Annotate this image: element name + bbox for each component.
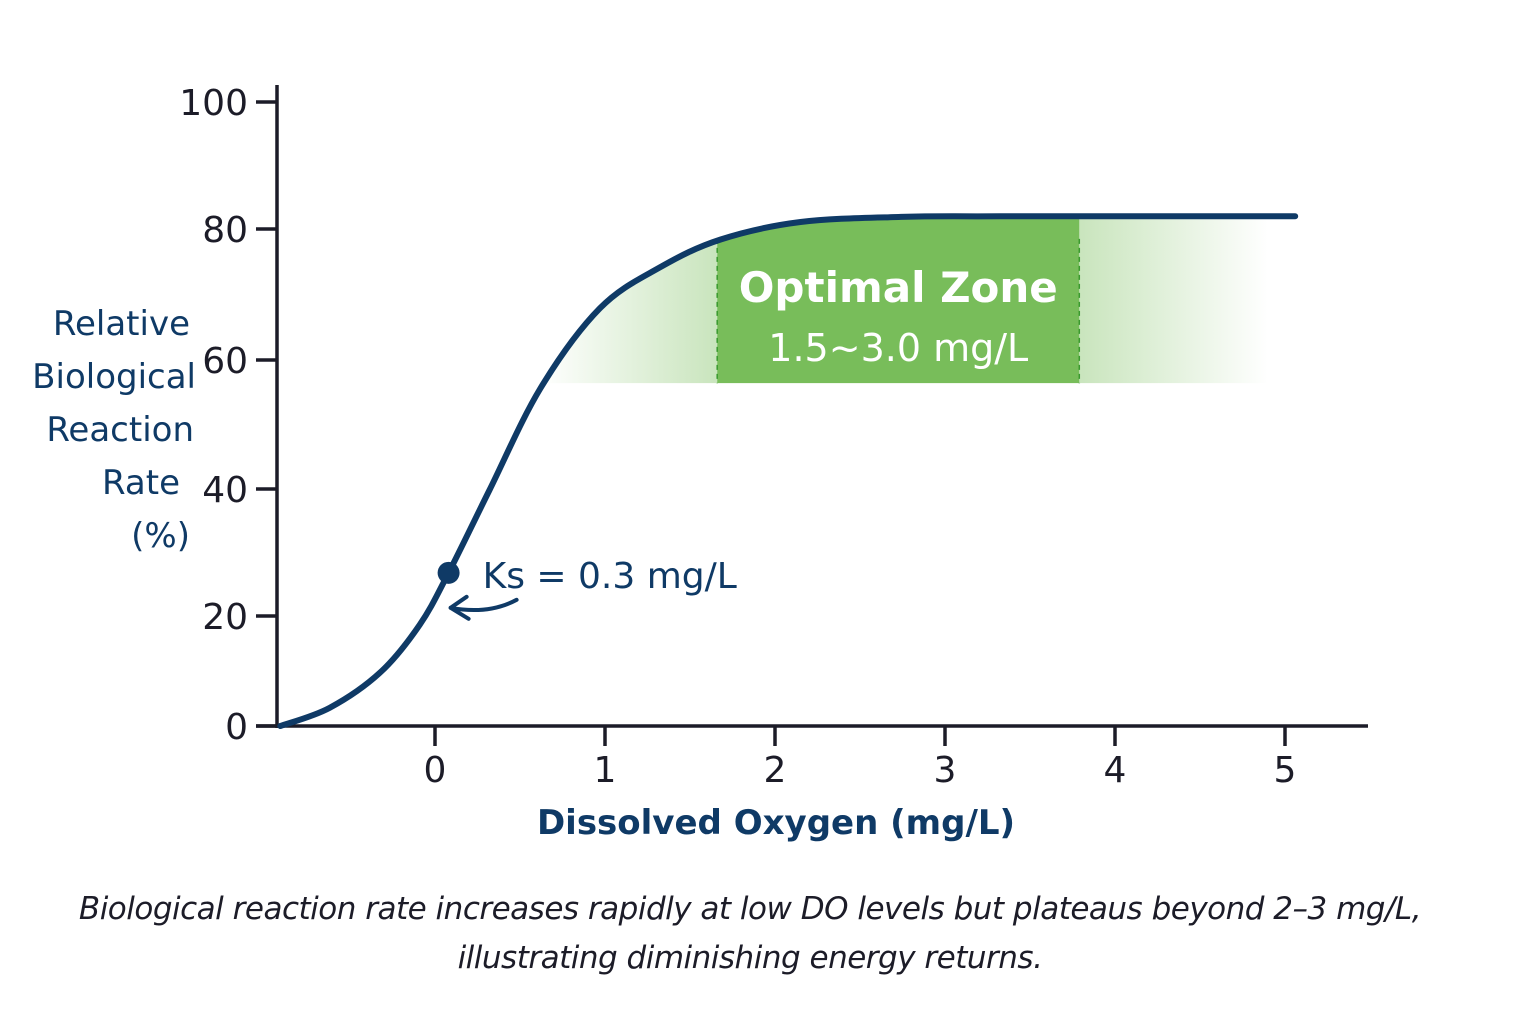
optimal-zone-fade-right bbox=[1079, 216, 1268, 384]
optimal-zone-title: Optimal Zone bbox=[739, 263, 1058, 312]
y-tick-label: 60 bbox=[202, 341, 248, 382]
y-tick-label: 100 bbox=[179, 83, 248, 124]
y-tick-label: 0 bbox=[225, 707, 248, 748]
y-axis-label-line: Relative bbox=[52, 304, 190, 344]
x-tick-label: 1 bbox=[594, 750, 617, 791]
ks-label: Ks = 0.3 mg/L bbox=[483, 556, 737, 597]
x-tick-label: 3 bbox=[934, 750, 957, 791]
caption-line: illustrating diminishing energy returns. bbox=[457, 940, 1043, 976]
x-tick-label: 5 bbox=[1274, 750, 1297, 791]
x-axis-label: Dissolved Oxygen (mg/L) bbox=[537, 803, 1015, 843]
y-axis-label-line: Reaction bbox=[46, 410, 194, 450]
ks-point bbox=[437, 561, 460, 584]
series-line bbox=[277, 213, 1299, 729]
x-tick-label: 2 bbox=[764, 750, 787, 791]
optimal-zone-range: 1.5~3.0 mg/L bbox=[768, 326, 1028, 370]
optimal-zone-band bbox=[717, 216, 1080, 384]
x-tick-label: 0 bbox=[424, 750, 447, 791]
y-tick-label: 80 bbox=[202, 210, 248, 251]
y-axis-label-line: (%) bbox=[131, 516, 190, 556]
caption-line: Biological reaction rate increases rapid… bbox=[78, 891, 1422, 927]
y-tick-label: 20 bbox=[202, 597, 248, 638]
y-axis-label: Relative Biological Reaction Rate (%) bbox=[20, 298, 196, 563]
y-axis-label-line: Rate bbox=[102, 463, 180, 503]
y-tick-label: 40 bbox=[202, 470, 248, 511]
ks-arrow bbox=[448, 594, 519, 621]
optimal-zone-fade-left bbox=[540, 216, 718, 384]
x-tick-label: 4 bbox=[1104, 750, 1127, 791]
y-axis-label-line: Biological bbox=[32, 357, 196, 397]
caption: Biological reaction rate increases rapid… bbox=[0, 885, 1500, 983]
